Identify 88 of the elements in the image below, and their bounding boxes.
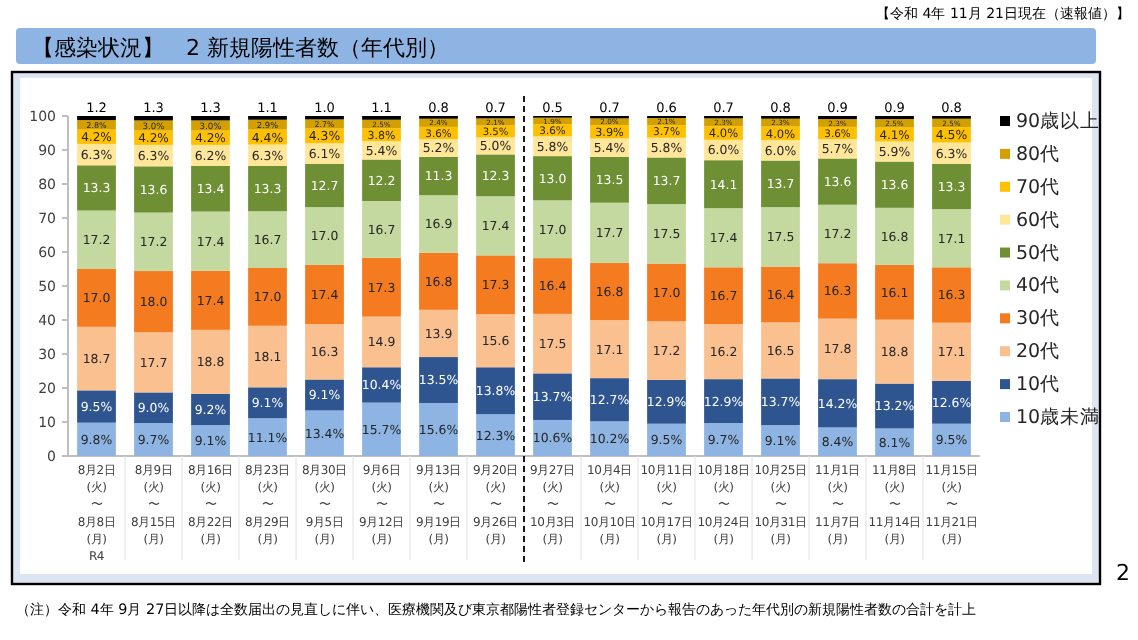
bar <box>647 157 686 205</box>
bar <box>476 196 515 256</box>
bar <box>248 267 287 326</box>
bar <box>362 316 401 368</box>
bar <box>362 201 401 258</box>
legend-label: 10歳未満 <box>1016 405 1101 429</box>
legend-label: 30代 <box>1016 308 1061 331</box>
bar <box>875 161 914 208</box>
bar <box>419 156 458 196</box>
bar <box>533 156 572 201</box>
bar <box>77 210 116 269</box>
bar <box>419 357 458 403</box>
bar <box>476 118 515 126</box>
legend-label: 10代 <box>1016 374 1061 397</box>
bar <box>476 255 515 315</box>
bar <box>248 418 287 456</box>
bar <box>875 207 914 265</box>
bar <box>191 329 230 394</box>
bar <box>818 263 857 319</box>
bar <box>761 322 800 379</box>
bar <box>932 267 971 323</box>
bar <box>818 379 857 428</box>
bar <box>305 324 344 380</box>
bar <box>77 269 116 327</box>
bar <box>419 252 458 310</box>
bar <box>761 207 800 267</box>
bar <box>134 166 173 213</box>
bar <box>761 266 800 323</box>
bar <box>476 314 515 368</box>
bar <box>932 209 971 268</box>
legend-label: 70代 <box>1016 176 1061 199</box>
bar <box>77 326 116 391</box>
bar <box>77 165 116 211</box>
bar <box>191 211 230 271</box>
bar <box>191 270 230 330</box>
legend-label: 90歳以上 <box>1016 109 1101 133</box>
bar <box>305 207 344 265</box>
bar <box>248 211 287 268</box>
bar <box>305 410 344 456</box>
bar <box>362 257 401 317</box>
bar <box>647 263 686 322</box>
bar <box>305 119 344 129</box>
bar <box>875 319 914 384</box>
bar <box>533 200 572 259</box>
bar <box>476 367 515 415</box>
legend-label: 40代 <box>1016 275 1061 298</box>
bar <box>647 204 686 264</box>
bar <box>932 322 971 381</box>
bar <box>590 156 629 203</box>
bar <box>134 212 173 272</box>
bar <box>533 258 572 314</box>
bar <box>704 208 743 268</box>
bar <box>761 160 800 208</box>
bar <box>533 313 572 374</box>
bar <box>476 154 515 197</box>
bar <box>305 264 344 325</box>
legend-label: 80代 <box>1016 143 1061 166</box>
bar <box>818 158 857 205</box>
bar <box>419 309 458 358</box>
legend-label: 50代 <box>1016 242 1061 265</box>
bar <box>305 163 344 208</box>
bar <box>590 378 629 422</box>
bar <box>875 264 914 320</box>
bar <box>590 202 629 263</box>
bar <box>248 325 287 388</box>
bar <box>362 159 401 201</box>
bar <box>248 165 287 212</box>
bar <box>704 160 743 209</box>
bar <box>590 320 629 379</box>
bar <box>818 318 857 380</box>
bar <box>704 267 743 325</box>
bar <box>191 165 230 212</box>
legend-label: 60代 <box>1016 209 1061 232</box>
bar <box>419 195 458 253</box>
bar <box>818 204 857 264</box>
bar <box>761 378 800 426</box>
bar <box>590 262 629 320</box>
bar <box>134 332 173 393</box>
bar <box>533 373 572 420</box>
bar <box>932 163 971 210</box>
bar <box>419 402 458 456</box>
text: 2 <box>1116 560 1130 586</box>
bar <box>134 271 173 333</box>
bar <box>704 324 743 380</box>
bar <box>362 402 401 456</box>
chart-title: 【感染状況】 2 新規陽性者数（年代別） <box>32 35 449 61</box>
legend-label: 20代 <box>1016 341 1061 364</box>
bar <box>647 321 686 380</box>
